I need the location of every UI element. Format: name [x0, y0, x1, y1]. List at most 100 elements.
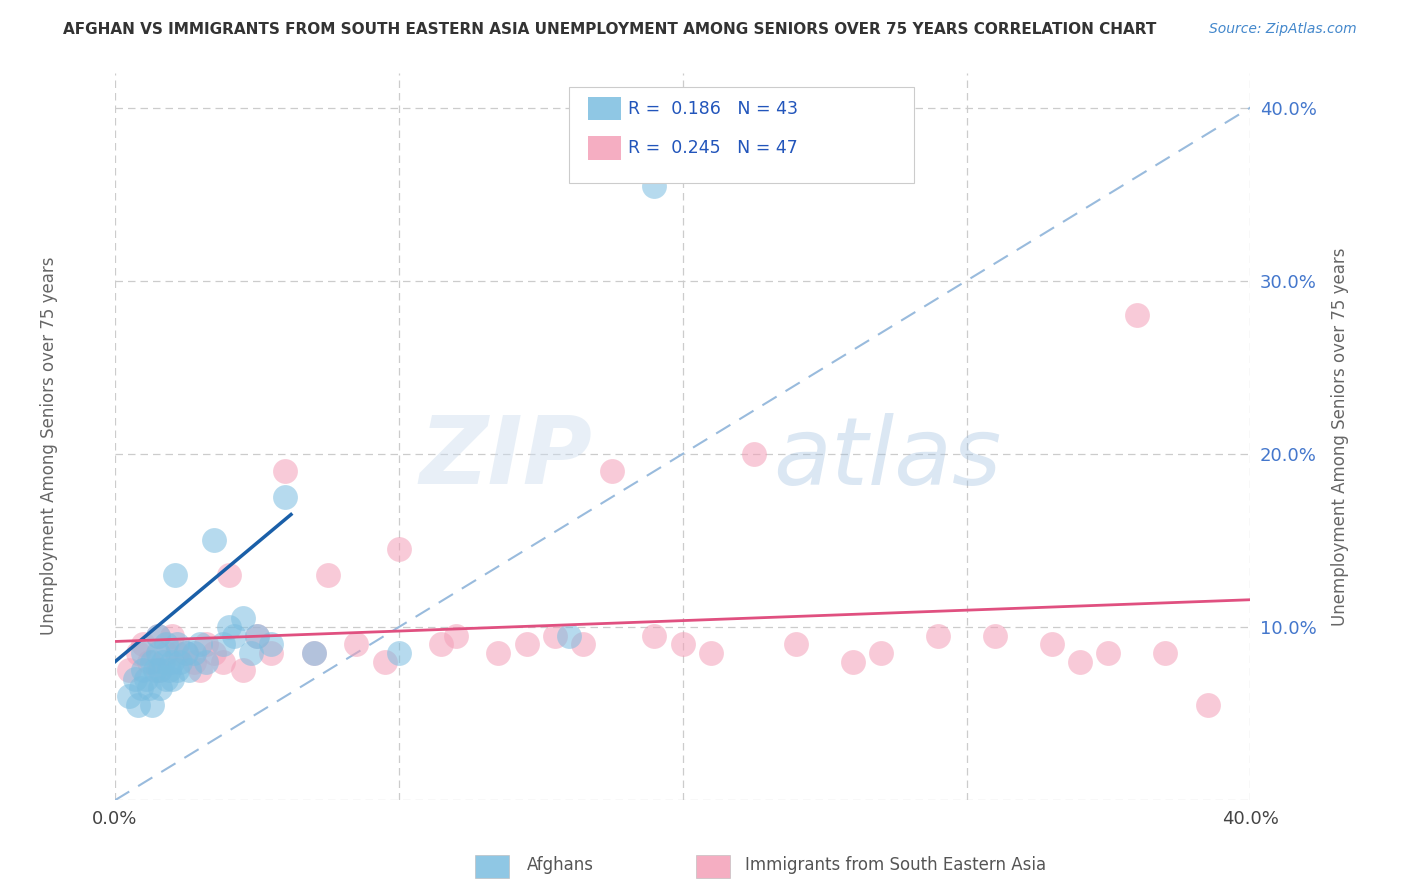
Text: R =  0.245   N = 47: R = 0.245 N = 47: [628, 139, 799, 157]
Point: [202, 646, 225, 660]
Point: [316, 568, 339, 582]
Point: [927, 629, 949, 643]
Point: [643, 629, 665, 643]
Point: [166, 637, 188, 651]
Point: [132, 637, 155, 651]
Point: [160, 672, 183, 686]
Point: [260, 637, 283, 651]
Point: [160, 629, 183, 643]
Point: [486, 646, 509, 660]
Y-axis label: Unemployment Among Seniors over 75 years: Unemployment Among Seniors over 75 years: [1331, 247, 1348, 626]
Point: [212, 655, 235, 669]
Point: [240, 646, 263, 660]
Point: [149, 664, 172, 678]
Point: [146, 629, 169, 643]
Point: [388, 646, 411, 660]
Point: [118, 690, 141, 704]
Point: [212, 637, 235, 651]
Point: [177, 664, 200, 678]
Point: [643, 178, 665, 193]
Point: [132, 664, 155, 678]
Point: [572, 637, 595, 651]
Point: [246, 629, 269, 643]
Point: [600, 464, 623, 478]
Point: [194, 655, 217, 669]
Point: [166, 646, 188, 660]
Text: R =  0.186   N = 43: R = 0.186 N = 43: [628, 100, 799, 118]
Point: [785, 637, 807, 651]
Point: [1069, 655, 1091, 669]
Point: [174, 646, 197, 660]
Point: [135, 672, 157, 686]
Point: [1126, 309, 1149, 323]
Point: [127, 698, 149, 712]
Point: [302, 646, 325, 660]
Point: [516, 637, 538, 651]
Point: [141, 655, 163, 669]
Point: [127, 646, 149, 660]
Point: [984, 629, 1007, 643]
Point: [430, 637, 453, 651]
Point: [700, 646, 723, 660]
Point: [188, 637, 211, 651]
Point: [138, 655, 160, 669]
Point: [149, 681, 172, 695]
Text: AFGHAN VS IMMIGRANTS FROM SOUTH EASTERN ASIA UNEMPLOYMENT AMONG SENIORS OVER 75 : AFGHAN VS IMMIGRANTS FROM SOUTH EASTERN …: [63, 22, 1157, 37]
Point: [155, 637, 177, 651]
Point: [155, 672, 177, 686]
Point: [188, 664, 211, 678]
Point: [194, 637, 217, 651]
Point: [232, 611, 254, 625]
Text: atlas: atlas: [773, 413, 1001, 504]
Point: [444, 629, 467, 643]
Point: [138, 681, 160, 695]
Point: [141, 698, 163, 712]
Point: [174, 646, 197, 660]
Point: [160, 655, 183, 669]
Point: [232, 664, 254, 678]
Point: [274, 464, 297, 478]
Point: [183, 646, 205, 660]
Point: [842, 655, 865, 669]
Point: [163, 568, 186, 582]
Point: [124, 672, 146, 686]
Point: [544, 629, 567, 643]
Point: [224, 629, 246, 643]
Text: Immigrants from South Eastern Asia: Immigrants from South Eastern Asia: [745, 856, 1046, 874]
Point: [146, 646, 169, 660]
Point: [302, 646, 325, 660]
Point: [146, 629, 169, 643]
Point: [246, 629, 269, 643]
Point: [169, 655, 191, 669]
Point: [1154, 646, 1177, 660]
Point: [118, 664, 141, 678]
Point: [1097, 646, 1119, 660]
Text: ZIP: ZIP: [419, 412, 592, 504]
Point: [1197, 698, 1219, 712]
Point: [374, 655, 396, 669]
Point: [202, 533, 225, 548]
Point: [742, 447, 765, 461]
Point: [218, 568, 240, 582]
Point: [143, 664, 166, 678]
Point: [166, 664, 188, 678]
Point: [388, 542, 411, 557]
Point: [344, 637, 367, 651]
Point: [146, 664, 169, 678]
Point: [260, 646, 283, 660]
Text: Afghans: Afghans: [527, 856, 595, 874]
Point: [218, 620, 240, 634]
Point: [132, 646, 155, 660]
Point: [183, 655, 205, 669]
Text: Source: ZipAtlas.com: Source: ZipAtlas.com: [1209, 22, 1357, 37]
Point: [1040, 637, 1063, 651]
Point: [274, 490, 297, 504]
Point: [157, 664, 180, 678]
Point: [870, 646, 893, 660]
Point: [129, 681, 152, 695]
Text: Unemployment Among Seniors over 75 years: Unemployment Among Seniors over 75 years: [41, 257, 58, 635]
Point: [152, 655, 174, 669]
Point: [155, 646, 177, 660]
Point: [558, 629, 581, 643]
Point: [672, 637, 695, 651]
